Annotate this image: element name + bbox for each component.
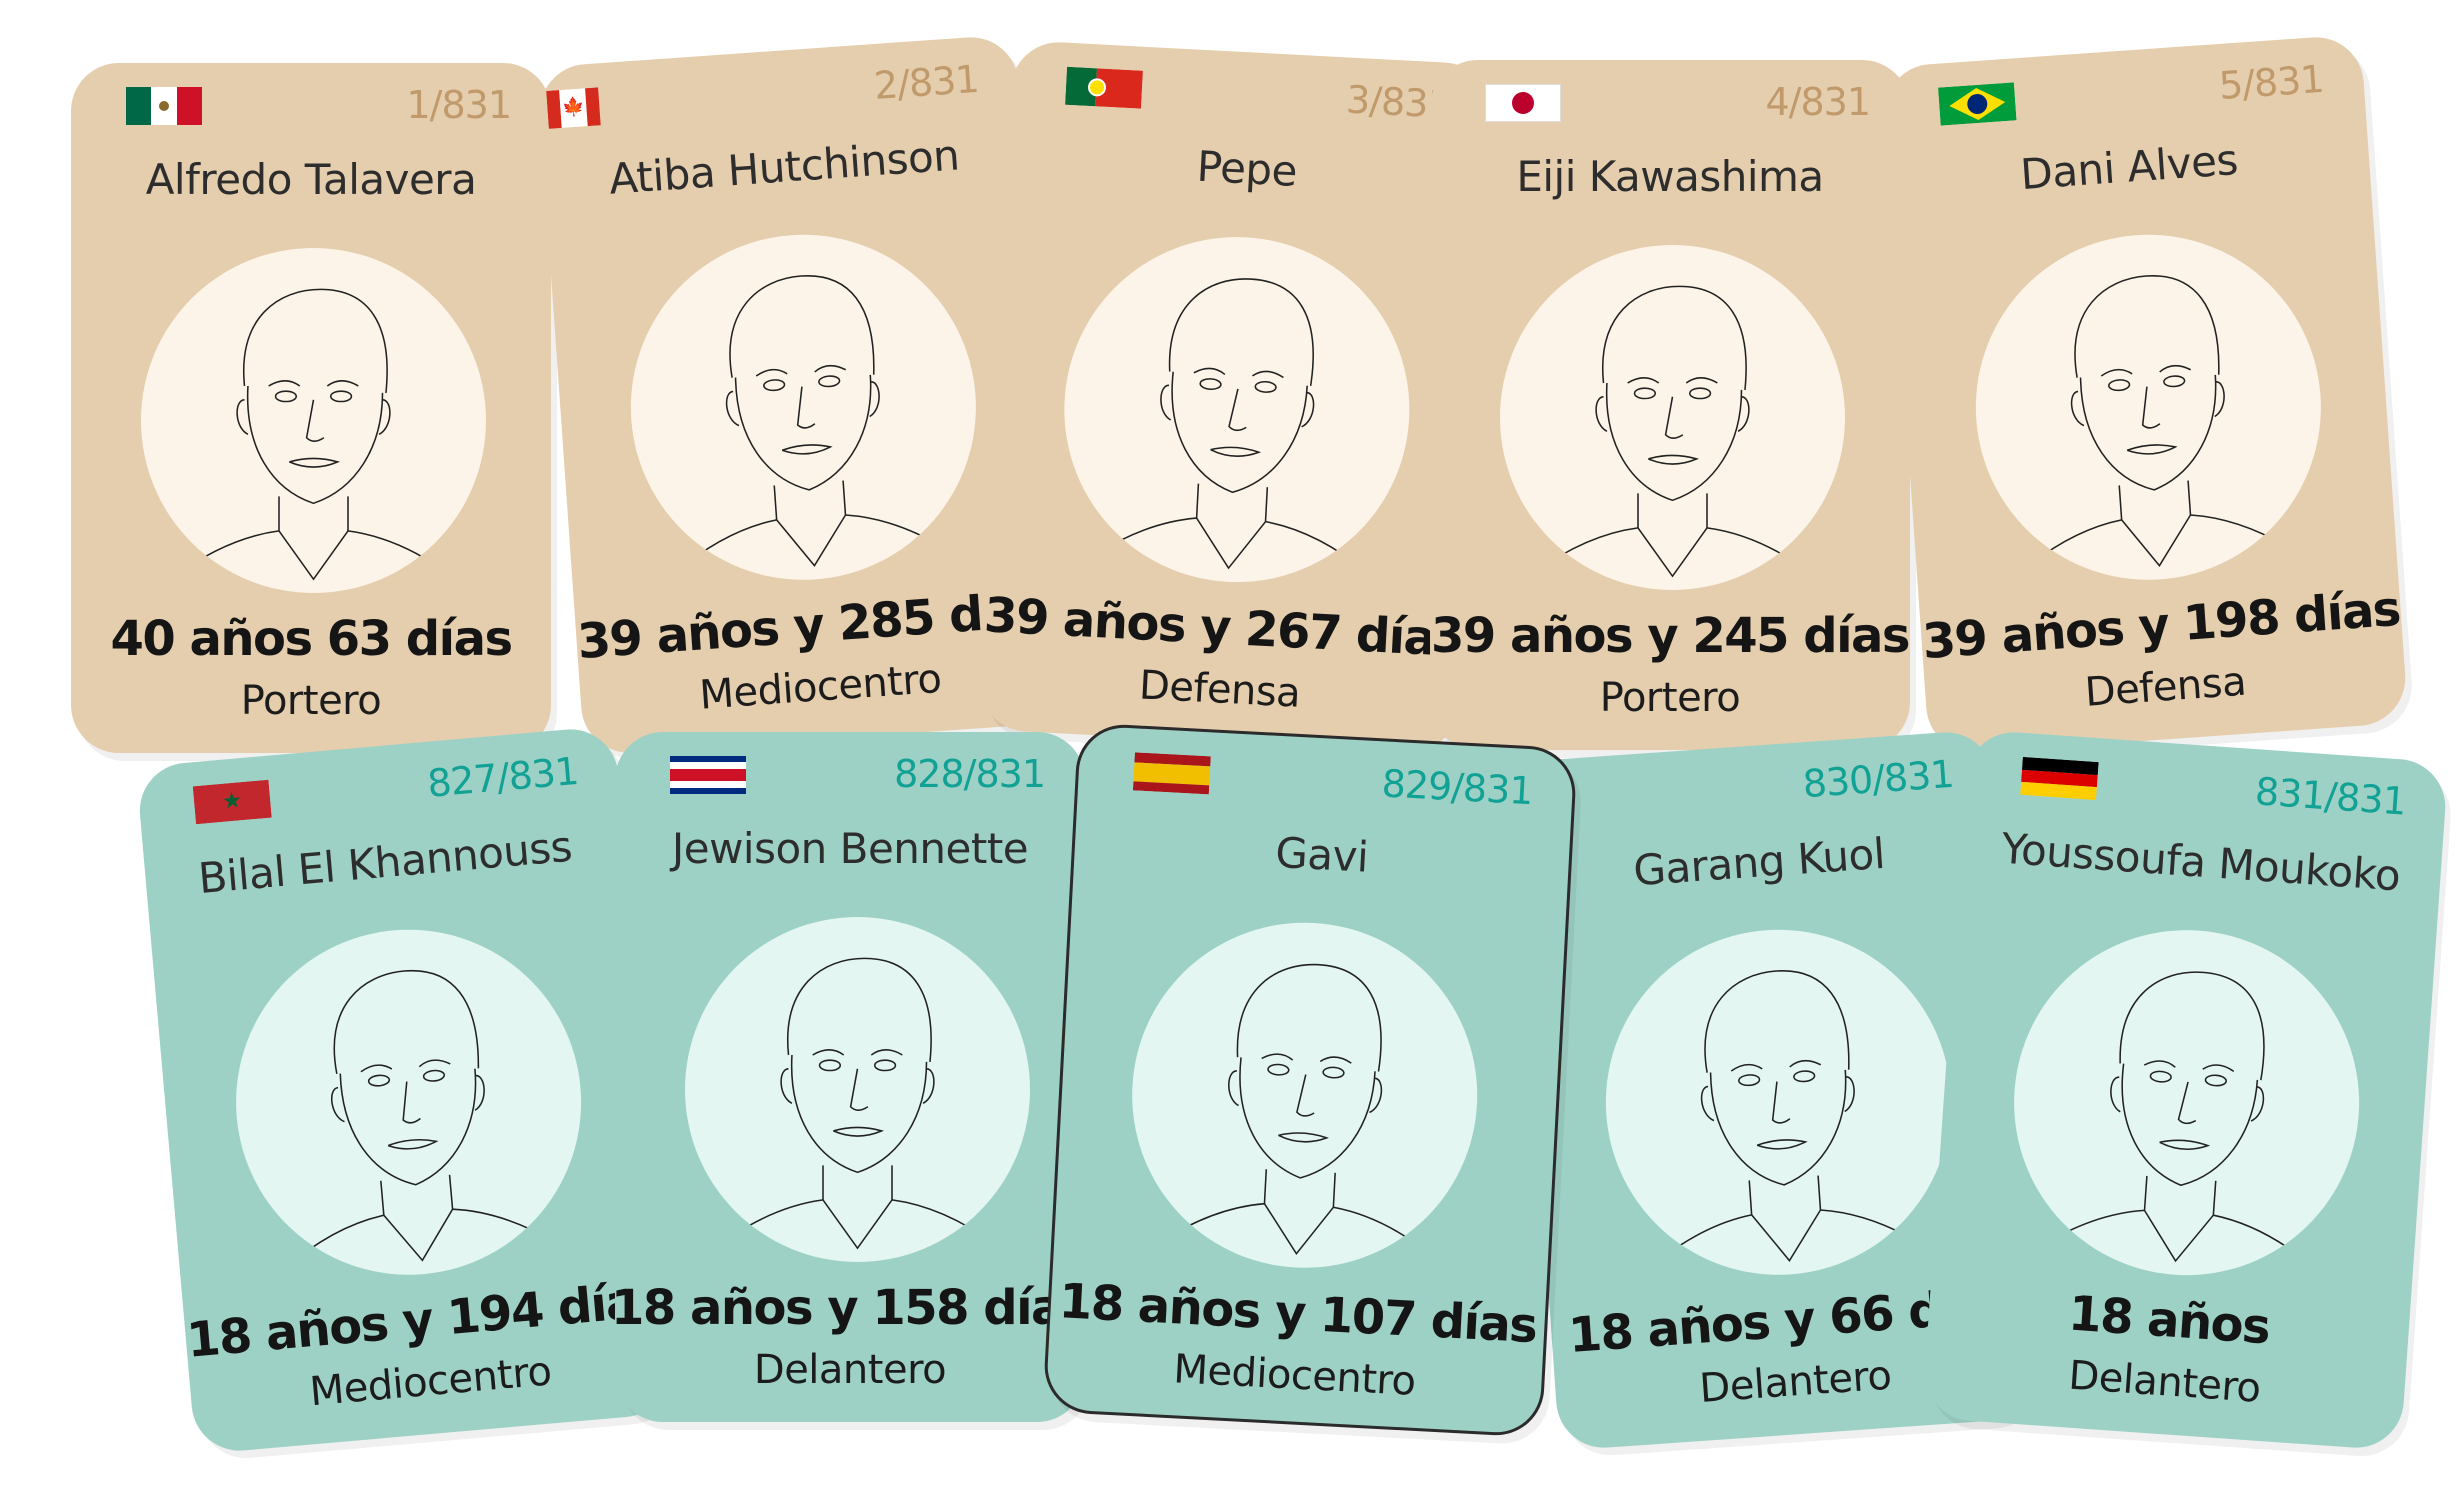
player-name: Bilal El Khannouss xyxy=(196,821,574,904)
card-number: 830/831 xyxy=(1801,751,1955,807)
flag-brazil-icon xyxy=(1938,82,2017,126)
card-total: 831 xyxy=(907,56,980,106)
portrait-drawing-icon xyxy=(175,288,452,581)
player-portrait xyxy=(619,223,988,592)
player-age: 39 años y 245 días xyxy=(1430,608,1911,664)
portrait-drawing-icon xyxy=(2037,971,2314,1268)
player-name: Jewison Bennette xyxy=(671,824,1029,873)
player-card-828[interactable]: 828/831 Jewison Bennette 18 años y 158 d… xyxy=(611,732,1091,1422)
flag-japan-icon xyxy=(1485,84,1561,122)
card-total: 831 xyxy=(1882,751,1955,801)
player-name: Atiba Hutchinson xyxy=(607,130,961,204)
card-index: 3 xyxy=(1345,77,1371,123)
player-card-830[interactable]: ★ 830/831 Garang Kuol 18 años y 66 días … xyxy=(1511,729,2039,1451)
player-card-829[interactable]: 829/831 Gavi 18 años y 107 días Mediocen… xyxy=(1042,722,1578,1438)
player-name: Garang Kuol xyxy=(1631,828,1887,896)
portrait-drawing-icon xyxy=(1090,278,1368,573)
flag-germany-icon xyxy=(2020,756,2099,801)
player-card-827[interactable]: ★ 827/831 Bilal El Khannouss 18 años y 1… xyxy=(135,725,675,1455)
player-name: Dani Alves xyxy=(2018,135,2240,200)
card-total: 831 xyxy=(975,752,1046,796)
player-card-4[interactable]: 4/831 Eiji Kawashima 39 años y 245 días … xyxy=(1430,60,1911,750)
card-total: 831 xyxy=(1461,765,1534,814)
player-position: Portero xyxy=(240,678,382,724)
player-card-831[interactable]: 831/831 Youssoufa Moukoko 18 años Delant… xyxy=(1921,729,2449,1451)
portrait-drawing-icon xyxy=(284,969,560,1270)
player-portrait xyxy=(2002,918,2371,1287)
player-position: Portero xyxy=(1599,675,1741,721)
card-total: 831 xyxy=(441,83,512,127)
card-index: 1 xyxy=(406,83,430,127)
player-position: Defensa xyxy=(1137,662,1302,717)
flag-spain-icon xyxy=(1132,752,1211,795)
card-number: 5/831 xyxy=(2217,56,2325,109)
card-index: 829 xyxy=(1380,761,1453,809)
flag-mexico-icon xyxy=(126,87,202,125)
card-index: 827 xyxy=(425,755,499,806)
card-index: 4 xyxy=(1765,80,1789,124)
player-portrait xyxy=(1055,228,1419,591)
card-number: 4/831 xyxy=(1765,80,1871,124)
card-index: 828 xyxy=(894,752,965,796)
player-portrait xyxy=(1964,223,2333,592)
flag-portugal-icon xyxy=(1065,66,1143,109)
player-name: Gavi xyxy=(1274,827,1370,882)
player-name: Alfredo Talavera xyxy=(145,155,477,204)
player-card-1[interactable]: 1/831 Alfredo Talavera 40 años 63 días P… xyxy=(71,63,551,753)
card-total: 831 xyxy=(506,748,580,799)
flag-morocco-icon: ★ xyxy=(192,779,272,825)
card-number: 2/831 xyxy=(872,56,980,109)
portrait-drawing-icon xyxy=(2021,275,2298,573)
card-number: 827/831 xyxy=(425,748,580,806)
card-index: 830 xyxy=(1801,757,1874,807)
portrait-drawing-icon xyxy=(1158,963,1435,1259)
card-number: 831/831 xyxy=(2253,769,2408,824)
card-index: 831 xyxy=(2253,769,2327,818)
portrait-drawing-icon xyxy=(719,957,996,1250)
flag-canada-icon: 🍁 xyxy=(546,86,624,129)
card-index: 2 xyxy=(872,62,899,109)
portrait-drawing-icon xyxy=(1651,970,1928,1268)
player-portrait xyxy=(685,917,1030,1262)
player-card-5[interactable]: 5/831 Dani Alves 39 años y 198 días Defe… xyxy=(1881,34,2409,756)
player-portrait xyxy=(221,915,596,1290)
card-number: 1/831 xyxy=(406,83,512,127)
player-portrait xyxy=(1123,913,1486,1277)
card-index: 5 xyxy=(2217,62,2244,109)
player-name: Youssoufa Moukoko xyxy=(1999,823,2402,901)
player-name: Pepe xyxy=(1195,141,1299,196)
player-portrait xyxy=(1500,245,1845,590)
card-number: 829/831 xyxy=(1380,761,1534,814)
player-age: 18 años y 158 días xyxy=(610,1280,1091,1336)
player-position: Delantero xyxy=(753,1347,947,1393)
card-total: 831 xyxy=(2252,56,2325,106)
portrait-drawing-icon xyxy=(1534,285,1811,578)
player-portrait xyxy=(141,248,486,593)
card-total: 831 xyxy=(1800,80,1871,124)
card-total: 831 xyxy=(2334,774,2408,824)
flag-costa-rica-icon xyxy=(670,756,746,794)
player-name: Eiji Kawashima xyxy=(1516,152,1824,201)
portrait-drawing-icon xyxy=(676,275,953,573)
player-card-2[interactable]: 🍁 2/831 Atiba Hutchinson 39 años y 285 d… xyxy=(536,34,1064,756)
player-card-3[interactable]: 3/831 Pepe 39 años y 267 días Defensa xyxy=(977,39,1493,755)
card-number: 828/831 xyxy=(894,752,1046,796)
player-portrait xyxy=(1594,918,1963,1287)
player-age: 40 años 63 días xyxy=(110,611,513,667)
